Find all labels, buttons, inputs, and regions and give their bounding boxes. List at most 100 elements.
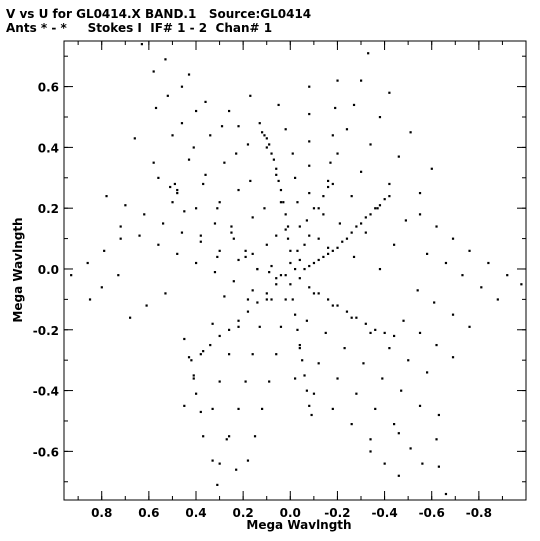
- uv-point: [308, 140, 311, 143]
- uv-point: [279, 201, 283, 204]
- uv-point: [286, 237, 290, 240]
- uv-point: [279, 274, 283, 277]
- uv-point: [383, 198, 386, 201]
- uv-point: [496, 298, 499, 301]
- uv-point: [294, 313, 297, 316]
- uv-point: [317, 362, 320, 365]
- uv-point: [360, 79, 363, 82]
- uv-point: [152, 161, 155, 164]
- uv-point: [416, 289, 419, 292]
- x-tick-label: -0.8: [466, 506, 492, 520]
- uv-point: [310, 413, 313, 417]
- uv-point: [388, 347, 391, 350]
- uv-point: [244, 255, 247, 259]
- uv-point: [388, 195, 391, 198]
- uv-point: [176, 252, 179, 255]
- uv-point: [230, 231, 233, 234]
- uv-point: [213, 222, 217, 225]
- chart-subtitle: Ants * - * Stokes I IF# 1 - 2 Chan# 1: [6, 21, 273, 35]
- uv-point: [404, 219, 407, 222]
- uv-point: [308, 85, 311, 88]
- uv-point: [88, 298, 92, 301]
- uv-point: [329, 161, 332, 164]
- uv-point: [70, 274, 73, 277]
- y-tick-label: -0.6: [33, 445, 59, 459]
- uv-point: [284, 298, 287, 301]
- uv-point: [331, 182, 334, 186]
- uv-point: [418, 331, 422, 335]
- uv-point: [228, 353, 231, 356]
- uv-point: [166, 94, 169, 97]
- axis-ticks: [64, 41, 526, 500]
- uv-point: [157, 176, 160, 179]
- uv-point: [268, 271, 271, 274]
- uv-point: [246, 310, 250, 313]
- uv-point: [343, 347, 346, 350]
- uv-point: [430, 167, 433, 170]
- uv-point: [187, 73, 191, 76]
- uv-point: [270, 152, 273, 155]
- uv-point: [301, 359, 304, 362]
- uv-point: [230, 225, 233, 228]
- uv-point: [103, 249, 106, 252]
- uv-point: [369, 331, 372, 335]
- uv-point: [192, 377, 195, 380]
- uv-point: [195, 392, 198, 395]
- uv-point: [383, 331, 386, 335]
- uv-point: [183, 210, 186, 213]
- uv-point: [183, 404, 186, 407]
- uv-point: [176, 188, 179, 192]
- uv-point: [284, 128, 287, 131]
- uv-point: [308, 234, 311, 237]
- uv-point: [303, 267, 306, 271]
- uv-point: [277, 179, 280, 183]
- uv-point: [367, 52, 370, 55]
- uv-point: [336, 377, 339, 380]
- uv-point: [282, 201, 285, 204]
- uv-point: [140, 43, 143, 46]
- uv-point: [216, 207, 219, 210]
- uv-point: [265, 137, 268, 140]
- uv-point: [393, 423, 396, 426]
- y-tick-label: 0.4: [38, 141, 59, 155]
- x-tick-label: 0.0: [280, 506, 301, 520]
- uv-point: [303, 243, 306, 246]
- uv-point: [364, 231, 367, 234]
- uv-point: [289, 261, 292, 265]
- uv-point: [393, 334, 396, 338]
- uv-point: [237, 125, 240, 128]
- uv-point: [308, 112, 311, 116]
- uv-point: [263, 207, 266, 210]
- uv-point: [253, 435, 257, 438]
- uv-point: [258, 122, 261, 125]
- uv-point: [435, 225, 438, 228]
- uv-point: [305, 319, 308, 322]
- uv-point: [204, 100, 207, 103]
- uv-point: [322, 195, 325, 198]
- uv-point: [164, 292, 167, 295]
- uv-point: [426, 252, 429, 255]
- uv-point: [279, 325, 283, 328]
- uv-point: [232, 280, 235, 283]
- x-tick-label: -0.6: [419, 506, 445, 520]
- uv-point: [261, 407, 264, 411]
- uv-point: [303, 374, 306, 377]
- uv-point: [369, 213, 372, 216]
- uv-point: [418, 213, 422, 216]
- uv-point: [312, 261, 316, 265]
- uv-point: [360, 170, 363, 173]
- uv-point: [275, 353, 278, 356]
- uv-point: [451, 313, 455, 316]
- uv-point: [286, 225, 290, 228]
- uv-point: [402, 319, 405, 322]
- uv-point: [461, 274, 464, 277]
- uv-point: [383, 462, 386, 465]
- uv-point: [246, 459, 250, 462]
- uv-point: [195, 109, 198, 113]
- uv-point: [190, 359, 193, 362]
- uv-point: [202, 350, 205, 353]
- uv-point: [400, 389, 403, 392]
- uv-point: [256, 267, 259, 271]
- uv-point: [171, 201, 174, 204]
- uv-point: [223, 295, 226, 298]
